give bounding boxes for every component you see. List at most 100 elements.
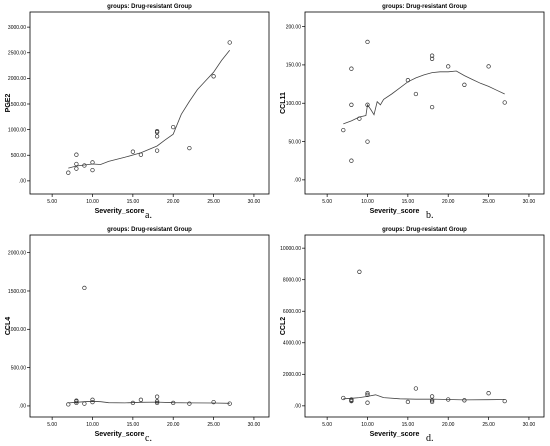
data-point [154, 394, 160, 399]
data-point [349, 158, 354, 163]
y-tick-label: .00 [294, 404, 301, 410]
chart-title: groups: Drug-resistant Group [382, 227, 467, 233]
data-point [154, 129, 160, 134]
data-point [365, 400, 370, 405]
plot-frame [304, 234, 545, 418]
data-point [74, 161, 79, 167]
data-point [138, 397, 144, 402]
x-tick-label: 15.00 [402, 199, 415, 205]
x-tick-label: 10.00 [361, 199, 374, 205]
y-tick-label: 2500.00 [8, 51, 26, 57]
y-tick-label: 1000.00 [8, 327, 26, 333]
x-axis-label: Severity_score [95, 208, 145, 215]
y-tick-label: 6000.00 [283, 309, 301, 315]
chart-d: groups: Drug-resistant Group 5.00 10.00 15.… [280, 227, 545, 438]
chart-title: groups: Drug-resistant Group [382, 4, 467, 10]
data-point [357, 269, 362, 274]
data-point [90, 397, 95, 402]
data-point [502, 398, 507, 404]
chart-panel-d: groups: Drug-resistant Group 5.00 10.00 15.… [275, 223, 550, 446]
data-point [211, 399, 216, 405]
data-point [365, 139, 370, 144]
data-point [130, 149, 136, 154]
x-axis-label: Severity_score [370, 208, 420, 215]
data-point [82, 285, 87, 291]
plot-frame [29, 234, 270, 418]
data-point [365, 39, 370, 45]
data-point [429, 56, 435, 61]
data-point [74, 398, 79, 403]
caption-b: b. [426, 210, 434, 221]
data-point [154, 399, 160, 404]
chart-title: groups: Drug-resistant Group [107, 4, 192, 10]
data-point [227, 40, 232, 45]
data-point [90, 399, 95, 405]
x-tick-label: 5.00 [47, 422, 57, 428]
y-tick-label: .00 [19, 179, 26, 185]
x-tick-label: 10.00 [86, 199, 99, 205]
y-tick-label: 200.00 [286, 24, 302, 30]
y-tick-label: 8000.00 [283, 277, 301, 283]
x-tick-label: 30.00 [523, 422, 536, 428]
fit-line [343, 70, 505, 125]
data-point [341, 395, 346, 401]
x-tick-label: 25.00 [482, 422, 495, 428]
fit-line [68, 49, 231, 169]
data-point [130, 400, 136, 406]
data-point [405, 78, 411, 83]
data-point [365, 102, 370, 107]
data-point [349, 102, 354, 107]
x-tick-label: 20.00 [442, 199, 455, 205]
data-point [66, 170, 71, 175]
data-point [349, 397, 354, 402]
data-point [90, 167, 95, 173]
x-tick-label: 15.00 [127, 199, 140, 205]
y-tick-label: 2000.00 [8, 250, 26, 256]
chart-title: groups: Drug-resistant Group [107, 227, 192, 233]
y-tick-label: .00 [294, 178, 301, 184]
y-tick-label: 150.00 [286, 63, 302, 69]
x-tick-label: 25.00 [207, 199, 220, 205]
data-point [413, 386, 419, 391]
x-tick-label: 30.00 [523, 199, 536, 205]
y-tick-label: 10000.00 [280, 246, 301, 252]
chart-panel-c: groups: Drug-resistant Group 5.00 10.00 15.… [0, 223, 275, 446]
x-axis-label: Severity_score [95, 431, 145, 438]
x-axis-label: Severity_score [370, 431, 420, 438]
data-point [171, 400, 176, 406]
x-tick-label: 10.00 [86, 422, 99, 428]
y-tick-label: 1500.00 [8, 289, 26, 295]
y-axis-label: CCL4 [5, 317, 12, 335]
y-tick-label: 3000.00 [8, 25, 26, 31]
chart-c: groups: Drug-resistant Group 5.00 10.00 15.… [5, 227, 270, 438]
y-tick-label: 1000.00 [8, 127, 26, 133]
data-point [429, 53, 435, 58]
y-tick-label: 50.00 [288, 139, 301, 145]
y-axis-label: PGE2 [5, 94, 12, 113]
data-point [413, 91, 419, 97]
data-point [429, 104, 435, 110]
data-point [187, 401, 192, 406]
data-point [154, 400, 160, 406]
data-point [74, 400, 79, 406]
x-tick-label: 25.00 [482, 199, 495, 205]
x-tick-label: 5.00 [47, 199, 57, 205]
data-point [429, 394, 435, 399]
x-tick-label: 20.00 [167, 199, 180, 205]
data-point [462, 82, 467, 87]
data-point [349, 66, 354, 71]
data-point [365, 392, 370, 397]
y-tick-label: 500.00 [11, 153, 27, 159]
data-point [365, 391, 370, 396]
x-tick-label: 5.00 [322, 422, 332, 428]
data-point [502, 100, 507, 105]
chart-panel-a: groups: Drug-resistant Group 5.00 10.00 15.… [0, 0, 275, 223]
data-point [74, 166, 79, 171]
y-tick-label: 4000.00 [283, 341, 301, 347]
fit-line [343, 394, 505, 401]
x-tick-label: 30.00 [248, 422, 261, 428]
caption-d: d. [426, 433, 434, 444]
data-point [211, 74, 216, 79]
plot-frame [29, 11, 270, 195]
caption-a: a. [145, 210, 152, 221]
